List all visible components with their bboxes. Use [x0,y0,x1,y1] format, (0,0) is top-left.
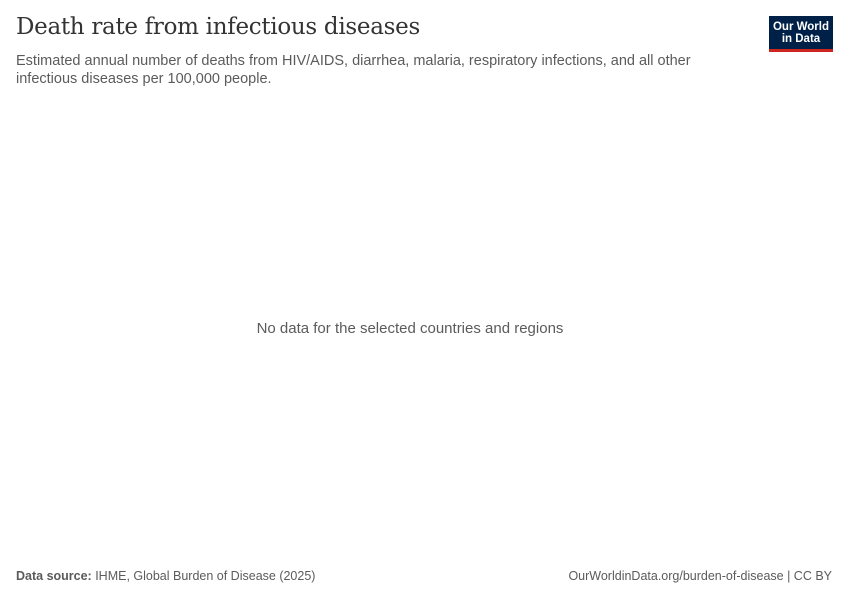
footer-links: OurWorldinData.org/burden-of-disease | C… [568,569,832,583]
separator: | [783,569,794,583]
chart-subtitle: Estimated annual number of deaths from H… [16,53,691,87]
logo-line-2: in Data [781,33,821,45]
data-source-label: Data source: [16,569,92,583]
license-link[interactable]: CC BY [793,569,832,583]
data-source-text: IHME, Global Burden of Disease (2025) [91,569,316,583]
owid-logo[interactable]: Our World in Data [769,16,833,52]
owid-link[interactable]: OurWorldinData.org/burden-of-disease [568,569,784,583]
chart-title: Death rate from infectious diseases [16,14,420,40]
logo-line-1: Our World [772,21,829,33]
no-data-message: No data for the selected countries and r… [256,320,564,337]
data-source: Data source: IHME, Global Burden of Dise… [16,569,315,583]
